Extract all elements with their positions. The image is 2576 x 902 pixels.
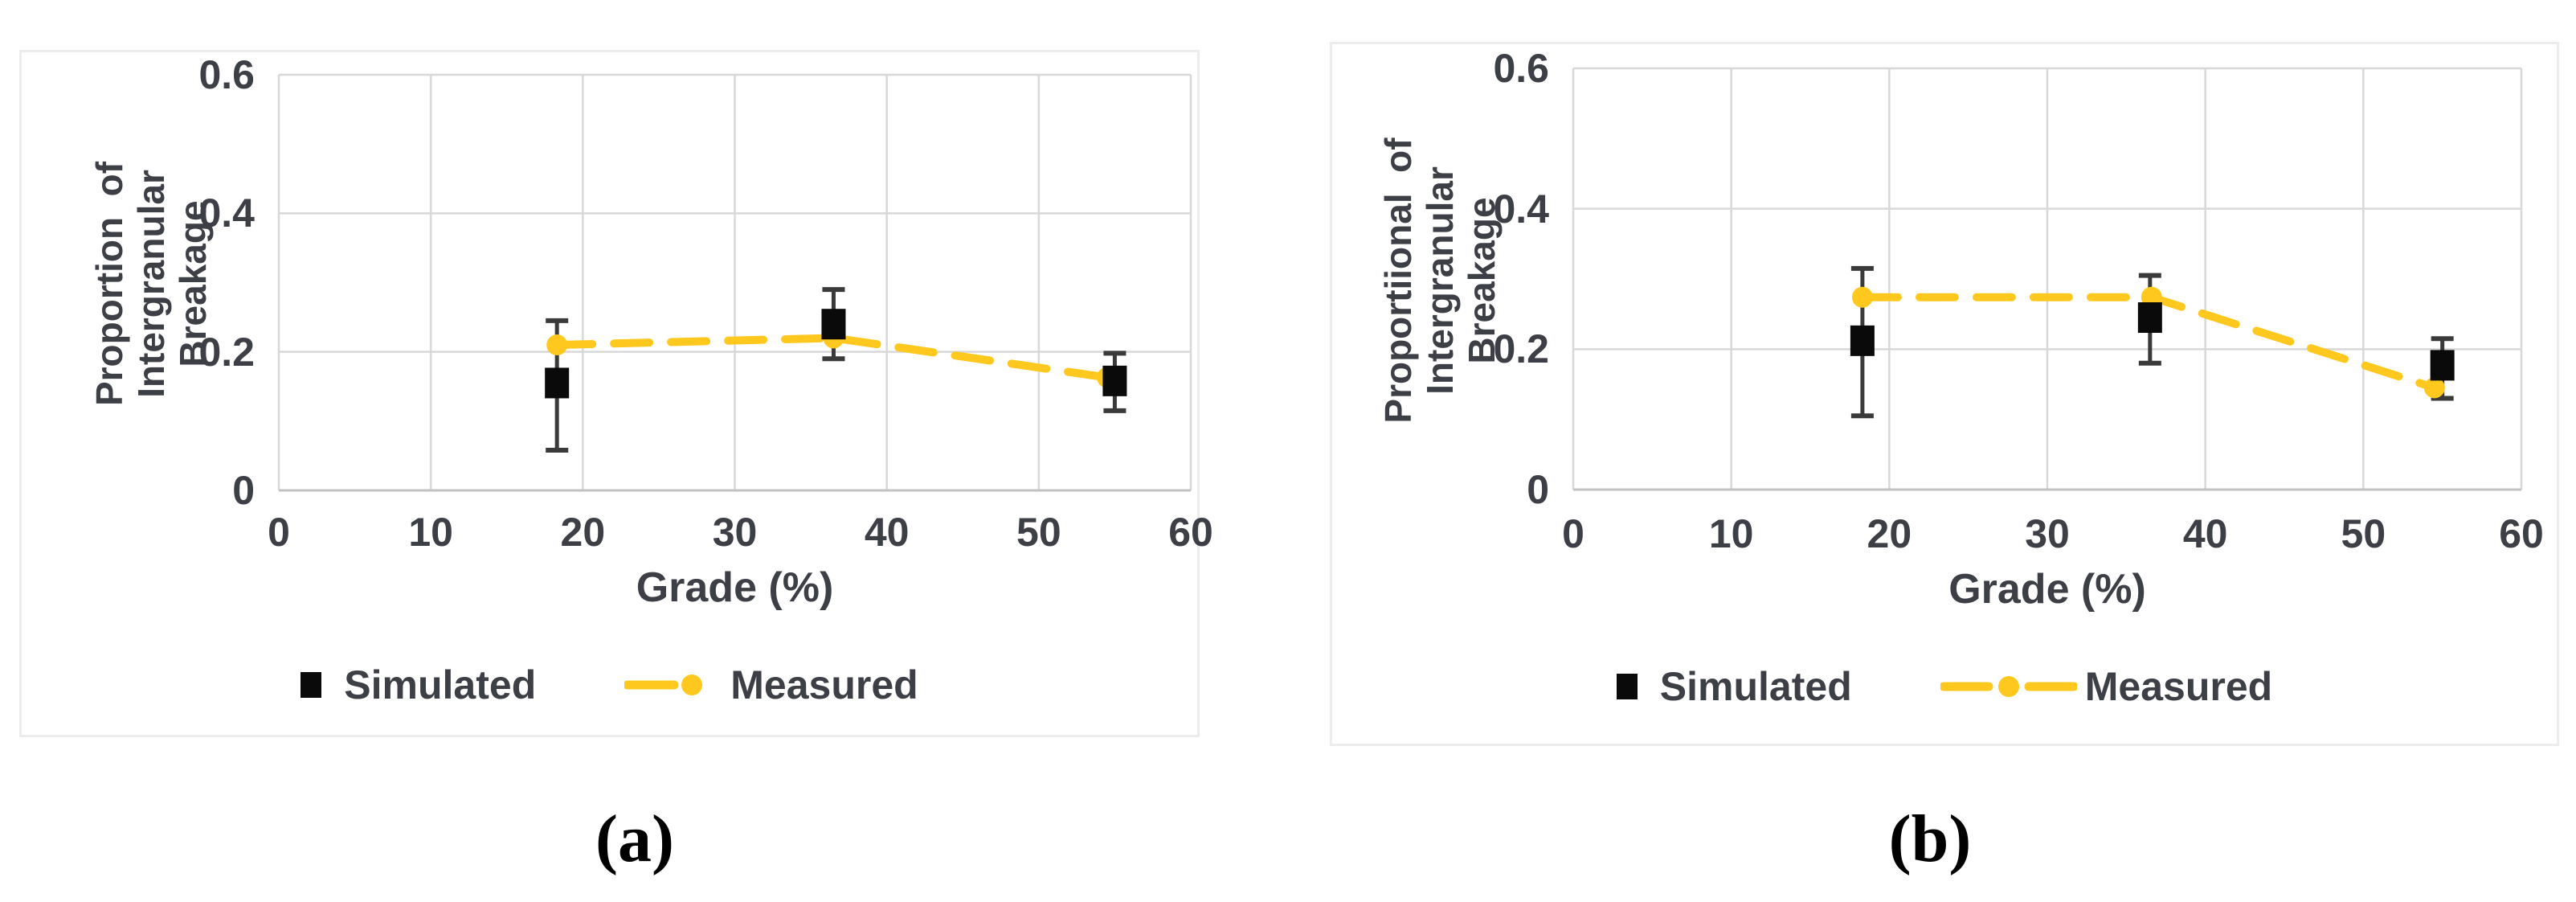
x-axis-label-a: Grade (%)	[636, 564, 834, 611]
x-tick-label: 10	[1708, 511, 1754, 556]
legend-item-simulated: Simulated	[301, 662, 536, 708]
measured-point	[546, 334, 568, 356]
y-tick-label: 0.4	[1493, 186, 1549, 232]
simulated-point	[1850, 325, 1875, 356]
legend-b: Simulated Measured	[1332, 663, 2557, 710]
measured-point	[1851, 286, 1873, 308]
x-tick-label: 60	[2499, 511, 2544, 556]
x-axis-label-b: Grade (%)	[1948, 566, 2146, 613]
plot-area-a	[277, 73, 1192, 492]
x-tick-label: 40	[864, 510, 910, 555]
y-tick-label: 0	[1527, 467, 1549, 512]
measured-line	[553, 334, 1111, 382]
y-tick-label: 0.4	[198, 191, 255, 236]
measured-point	[2423, 377, 2445, 399]
legend-label-measured: Measured	[730, 662, 918, 707]
y-tick-label: 0	[232, 468, 255, 513]
x-tick-label: 0	[268, 510, 290, 555]
y-tick-label: 0.6	[1493, 46, 1549, 91]
legend-a: Simulated Measured	[22, 662, 1197, 708]
simulated-point	[821, 309, 846, 340]
x-tick-label: 50	[2341, 511, 2386, 556]
y-axis-label-a: Proportion of Intergranular Breakage	[88, 59, 214, 509]
legend-label-simulated: Simulated	[344, 662, 537, 707]
x-tick-label: 0	[1562, 511, 1584, 556]
plot-area-b	[1572, 67, 2523, 491]
simulated-point	[1102, 365, 1127, 396]
x-tick-label: 50	[1016, 510, 1061, 555]
y-tick-label: 0.2	[1493, 326, 1549, 372]
measured-legend-marker-icon	[1940, 676, 2077, 697]
legend-item-measured: Measured	[624, 662, 918, 708]
simulated-legend-marker-icon	[301, 672, 322, 698]
x-tick-label: 60	[1168, 510, 1213, 555]
x-tick-label: 10	[408, 510, 453, 555]
caption-b: (b)	[1888, 802, 1972, 876]
chart-panel-a: Proportion of Intergranular Breakage Grad…	[19, 50, 1213, 737]
legend-label-simulated: Simulated	[1659, 664, 1852, 709]
chart-panel-b: Proportiional of Intergranular Breakage G…	[1330, 42, 2559, 746]
simulated-point	[545, 367, 570, 399]
legend-item-measured: Measured	[1940, 663, 2272, 710]
caption-a: (a)	[595, 802, 674, 876]
y-tick-label: 0.6	[198, 52, 255, 97]
x-tick-label: 30	[712, 510, 758, 555]
y-axis-label-b-line1: Proportiional of Intergranular	[1377, 127, 1461, 424]
y-axis-label-b: Proportiional of Intergranular Breakage	[1377, 55, 1503, 506]
measured-legend-marker-icon	[624, 674, 703, 695]
legend-label-measured: Measured	[2084, 664, 2273, 709]
x-tick-label: 30	[2025, 511, 2070, 556]
y-tick-label: 0.2	[198, 329, 255, 375]
legend-item-simulated: Simulated	[1616, 663, 1852, 710]
simulated-point	[2430, 350, 2455, 381]
simulated-legend-marker-icon	[1616, 674, 1638, 699]
x-tick-label: 40	[2182, 511, 2228, 556]
simulated-point	[2137, 302, 2162, 334]
x-tick-label: 20	[1867, 511, 1912, 556]
x-tick-label: 20	[560, 510, 606, 555]
